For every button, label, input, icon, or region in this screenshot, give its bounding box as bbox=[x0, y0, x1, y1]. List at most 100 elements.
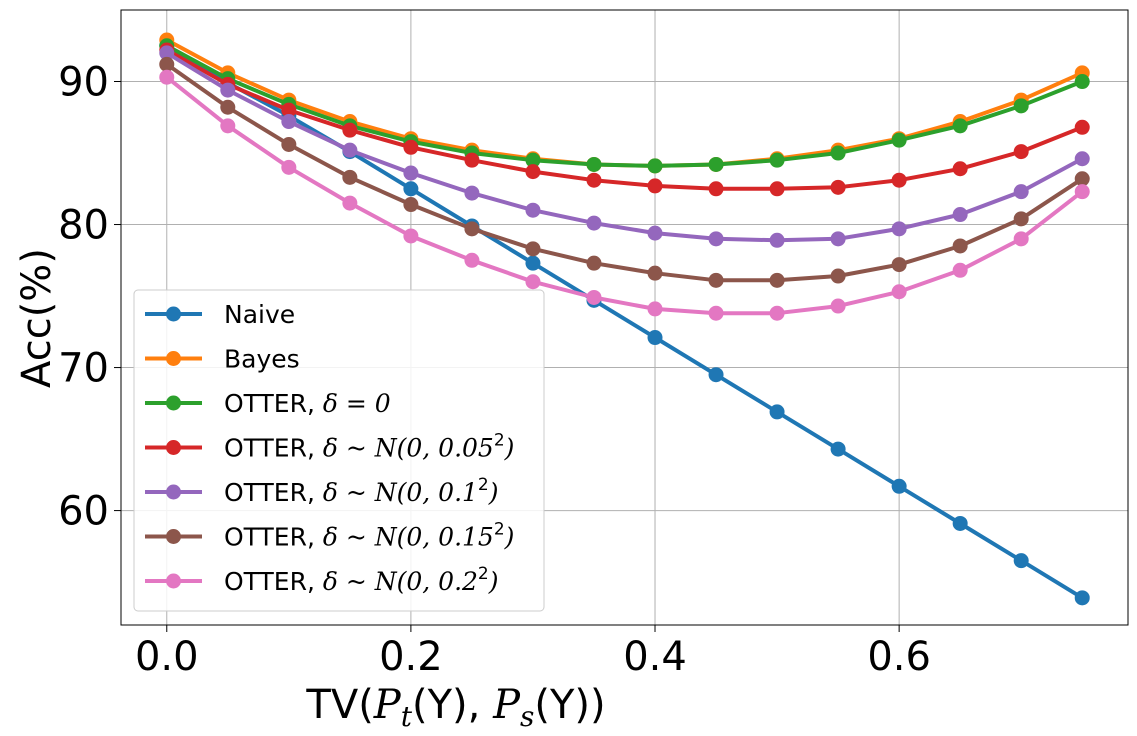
data-point bbox=[647, 158, 663, 174]
data-point bbox=[952, 515, 968, 531]
data-point bbox=[586, 289, 602, 305]
plot-frame bbox=[120, 9, 1129, 626]
series-line bbox=[164, 50, 1085, 243]
x-axis-label-sub: s bbox=[520, 700, 534, 733]
axis-ticks: 0.0 0.2 0.4 0.6 60 70 80 90 bbox=[58, 60, 931, 680]
data-point bbox=[769, 181, 785, 197]
legend-label: OTTER, δ = 0 bbox=[224, 389, 391, 418]
data-point bbox=[769, 152, 785, 168]
legend: Naive Bayes OTTER, δ = 0 OTTER, δ ~ N(0, 0.… bbox=[133, 289, 545, 612]
series-5 bbox=[159, 56, 1090, 288]
x-tick-label: 0.6 bbox=[867, 634, 931, 680]
data-point bbox=[464, 252, 480, 268]
data-point bbox=[891, 132, 907, 148]
data-point bbox=[586, 156, 602, 172]
data-point bbox=[891, 478, 907, 494]
data-point bbox=[1013, 553, 1029, 569]
y-axis-label: Acc(%) bbox=[14, 248, 60, 388]
data-point bbox=[891, 257, 907, 273]
x-axis-label-var: P bbox=[492, 682, 521, 728]
data-point bbox=[586, 172, 602, 188]
data-point bbox=[769, 404, 785, 420]
data-point bbox=[403, 165, 419, 181]
legend-label: OTTER, δ ~ N(0, 0.12) bbox=[224, 475, 499, 507]
data-point bbox=[830, 231, 846, 247]
x-axis-label-part: TV( bbox=[305, 682, 373, 728]
data-point bbox=[1074, 590, 1090, 606]
data-point bbox=[708, 181, 724, 197]
legend-marker bbox=[166, 395, 181, 411]
data-point bbox=[220, 99, 236, 115]
series-6 bbox=[159, 69, 1090, 321]
data-point bbox=[586, 215, 602, 231]
legend-entry: OTTER, δ = 0 bbox=[145, 389, 391, 418]
data-point bbox=[403, 139, 419, 155]
data-point bbox=[403, 228, 419, 244]
data-point bbox=[891, 221, 907, 237]
series-line bbox=[164, 62, 1085, 283]
data-point bbox=[342, 122, 358, 138]
legend-marker bbox=[166, 529, 181, 544]
data-point bbox=[647, 301, 663, 317]
legend-entry: OTTER, δ ~ N(0, 0.152) bbox=[145, 520, 514, 552]
x-tick-label: 0.2 bbox=[379, 634, 443, 680]
data-point bbox=[281, 102, 297, 118]
data-point bbox=[1013, 144, 1029, 160]
data-point bbox=[708, 272, 724, 288]
data-point bbox=[403, 197, 419, 213]
data-point bbox=[525, 241, 541, 257]
x-axis-label-sub: t bbox=[401, 700, 413, 733]
data-point bbox=[525, 152, 541, 168]
data-point bbox=[1074, 151, 1090, 167]
y-tick-label: 60 bbox=[58, 489, 109, 535]
data-point bbox=[220, 118, 236, 134]
legend-marker bbox=[166, 306, 181, 322]
data-point bbox=[647, 265, 663, 281]
data-point bbox=[525, 255, 541, 271]
legend-label: Bayes bbox=[224, 345, 300, 374]
data-point bbox=[891, 172, 907, 188]
series-line bbox=[164, 48, 1085, 191]
data-point bbox=[464, 152, 480, 168]
x-tick-label: 0.4 bbox=[623, 634, 687, 680]
data-point bbox=[525, 164, 541, 180]
series-line bbox=[164, 43, 1085, 168]
data-point bbox=[464, 185, 480, 201]
y-tick-label: 80 bbox=[58, 203, 109, 249]
data-point bbox=[769, 272, 785, 288]
data-point bbox=[708, 367, 724, 383]
data-point bbox=[159, 69, 175, 85]
legend-label: OTTER, δ ~ N(0, 0.052) bbox=[224, 431, 514, 463]
data-point bbox=[830, 179, 846, 195]
data-point bbox=[342, 195, 358, 211]
legend-entry: Bayes bbox=[145, 345, 300, 374]
data-point bbox=[1013, 98, 1029, 114]
series-line bbox=[164, 75, 1085, 316]
legend-entry: OTTER, δ ~ N(0, 0.12) bbox=[145, 475, 499, 507]
series-layer bbox=[159, 32, 1090, 606]
data-point bbox=[830, 298, 846, 314]
x-tick-label: 0.0 bbox=[135, 634, 199, 680]
data-point bbox=[769, 232, 785, 248]
data-point bbox=[220, 82, 236, 98]
data-point bbox=[342, 169, 358, 185]
data-point bbox=[1074, 171, 1090, 187]
data-point bbox=[281, 159, 297, 175]
legend-marker bbox=[166, 573, 181, 589]
series-3 bbox=[159, 42, 1090, 197]
data-point bbox=[891, 284, 907, 300]
data-point bbox=[647, 330, 663, 346]
data-point bbox=[647, 225, 663, 241]
data-point bbox=[464, 221, 480, 237]
legend-marker bbox=[166, 484, 181, 500]
legend-marker bbox=[166, 440, 181, 455]
data-point bbox=[769, 305, 785, 321]
data-point bbox=[708, 156, 724, 172]
series-4 bbox=[159, 45, 1090, 248]
data-point bbox=[403, 181, 419, 197]
data-point bbox=[952, 238, 968, 254]
x-axis-label-part: (Y), bbox=[412, 682, 493, 728]
data-point bbox=[1013, 184, 1029, 200]
legend-label: OTTER, δ ~ N(0, 0.152) bbox=[224, 520, 514, 552]
